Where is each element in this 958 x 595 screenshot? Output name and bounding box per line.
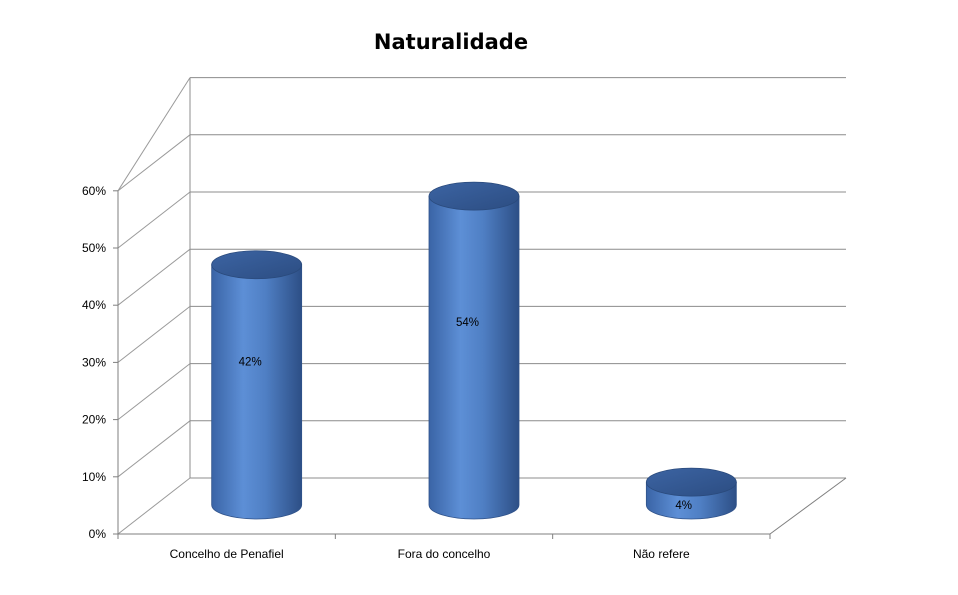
x-tick-label: Não refere <box>633 547 690 561</box>
y-tick-label: 0% <box>89 527 107 541</box>
y-tick-label: 20% <box>82 413 106 427</box>
bar-top <box>645 467 737 497</box>
gridline-diagonal <box>117 477 191 535</box>
bar <box>428 181 520 520</box>
y-tick-label: 40% <box>82 298 106 312</box>
y-tick-label: 50% <box>82 241 106 255</box>
gridline-diagonal <box>117 134 191 192</box>
y-tick-label: 10% <box>82 470 106 484</box>
chart-title: Naturalidade <box>373 30 529 54</box>
bars <box>211 181 737 520</box>
bar-body <box>428 195 520 520</box>
gridline-diagonal <box>117 306 191 363</box>
bar-top <box>211 250 303 280</box>
data-label: 42% <box>239 357 262 369</box>
x-tick-label: Concelho de Penafiel <box>170 547 284 561</box>
bar-body <box>211 264 303 520</box>
bar <box>645 467 737 520</box>
bar-top <box>428 181 520 211</box>
gridline-diagonal <box>117 248 191 306</box>
labels: 0% 10% 20% 30% 40% 50% 60% Concelho de Penafiel… <box>82 184 692 561</box>
data-label: 4% <box>675 500 692 512</box>
axes <box>113 190 847 539</box>
y-tick-label: 60% <box>82 184 106 198</box>
y-tick-label: 30% <box>82 355 106 369</box>
floor-right-edge <box>769 477 847 535</box>
gridline-diagonal <box>117 420 191 478</box>
gridline-diagonal <box>117 191 191 249</box>
gridline-diagonal <box>117 363 191 420</box>
x-tick-label: Fora do concelho <box>398 547 491 561</box>
gridline-diagonal <box>117 77 191 192</box>
bar <box>211 250 303 520</box>
data-label: 54% <box>456 317 479 329</box>
